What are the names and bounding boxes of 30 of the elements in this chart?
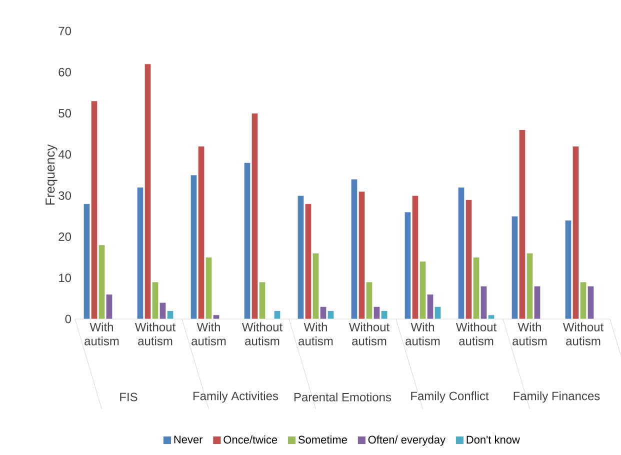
x-tick-label: Without autism [456, 322, 497, 346]
y-tick-label: 70 [58, 26, 72, 36]
y-tick-label: 10 [59, 274, 72, 282]
x-tick-label: Without autism [348, 322, 390, 346]
x-tick-label: With autism [192, 322, 226, 346]
y-axis-title: Frequency [46, 144, 58, 205]
text: Family Activities [193, 391, 278, 403]
y-tick-label: 40 [58, 150, 72, 159]
text: Family Conflict [411, 391, 489, 403]
y-tick-label: 0 [65, 314, 72, 324]
x-tick-label: Without autism [134, 322, 176, 346]
legend-label: Often/ everyday [368, 436, 446, 446]
y-tick-label: 30 [58, 191, 72, 200]
legend-label: Never [174, 436, 203, 444]
bar [274, 310, 281, 320]
x-tick-label: With autism [84, 322, 119, 346]
legend-label: Sometime [298, 436, 347, 444]
y-tick-label: 60 [58, 68, 72, 76]
text: FIS [120, 392, 138, 402]
legend-label: Once/twice [224, 436, 278, 444]
y-tick-label: 50 [58, 109, 72, 118]
x-tick-label: With autism [298, 322, 333, 346]
text: Family Finances [514, 391, 600, 403]
y-tick-label: 20 [58, 232, 72, 241]
legend-label: Don't know [466, 436, 520, 444]
x-tick-label: Without autism [242, 322, 283, 346]
x-tick-label: With autism [512, 322, 547, 346]
x-tick-label: With autism [406, 322, 440, 346]
x-tick-label: Without autism [562, 322, 604, 346]
text: Parental Emotions [294, 392, 392, 402]
